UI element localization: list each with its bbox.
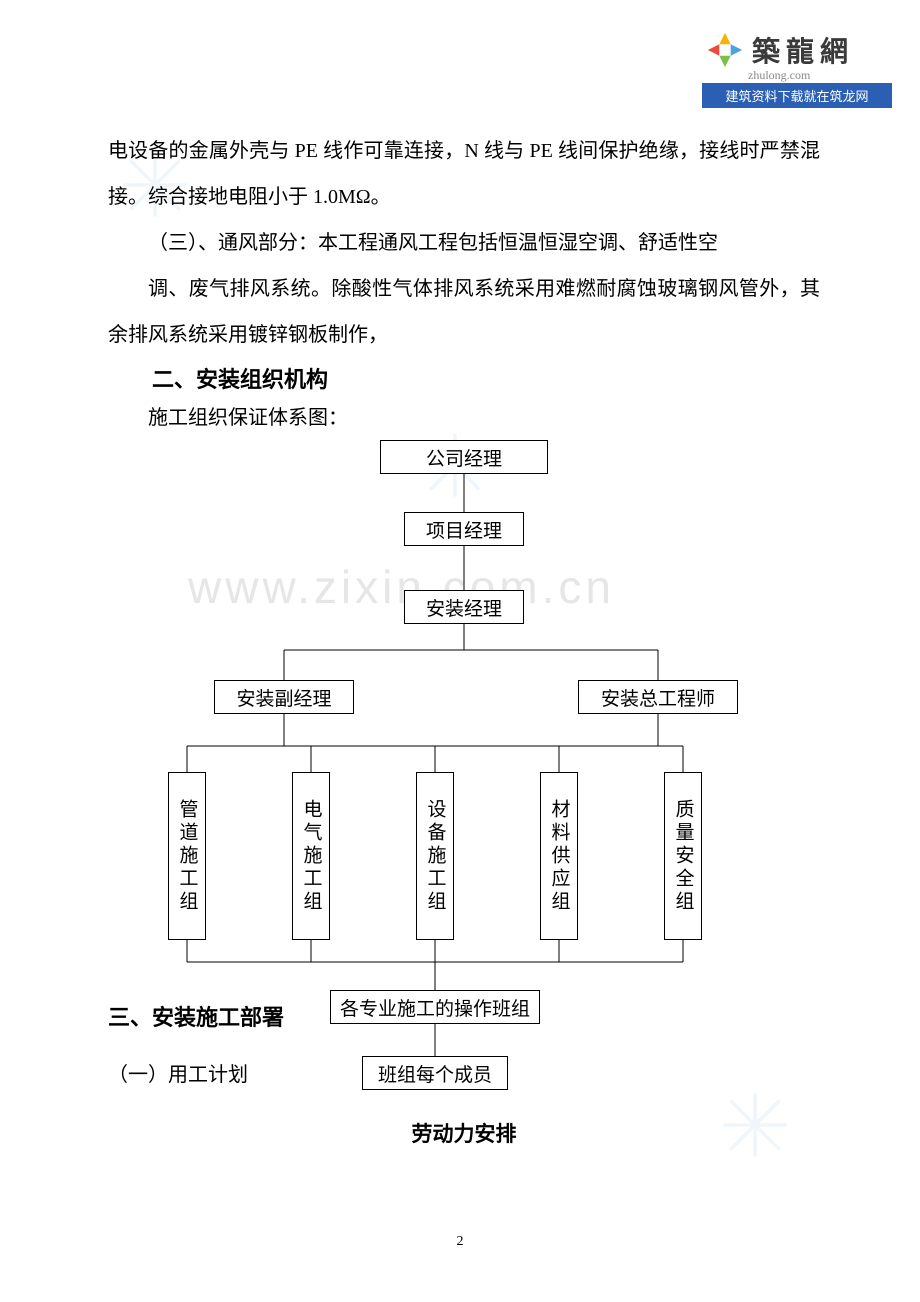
node-equip-team: 设备施工组 [416,772,454,940]
hearticul -2a: 二、安装组织机构 [108,362,820,394]
node-qa-team: 质量安全组 [664,772,702,940]
node-company-manager: 公司经理 [380,440,548,474]
node-material-team: 材料供应组 [540,772,578,940]
node-electric-team: 电气施工组 [292,772,330,940]
logo-cn: 築龍網 [752,30,854,70]
para-3: 调、废气排风系统。除酸性气体排风系统采用难燃耐腐蚀玻璃钢风管外，其余排风系统采用… [108,266,820,358]
heading-3: 三、安装施工部署 [108,1000,284,1032]
subheading-3-1: （一）用工计划 [108,1058,248,1087]
site-logo: 築龍網 zhulong.com 建筑资料下载就在筑龙网 [702,28,892,108]
node-pipe-team: 管道施工组 [168,772,206,940]
page-content: 电设备的金属外壳与 PE 线作可靠连接，N 线与 PE 线间保护绝缘，接线时严禁… [108,128,820,1148]
para-1: 电设备的金属外壳与 PE 线作可靠连接，N 线与 PE 线间保护绝缘，接线时严禁… [108,128,820,220]
logo-top-row: 築龍網 [702,28,892,72]
logo-icon [706,31,744,69]
para-4: 施工组织保证体系图： [108,400,820,436]
node-install-deputy: 安装副经理 [214,680,354,714]
node-operation-teams: 各专业施工的操作班组 [330,990,540,1024]
logo-en: zhulong.com [748,68,892,83]
page-number: 2 [0,1234,920,1250]
org-chart: 公司经理 项目经理 安装经理 安装副经理 安装总工程师 管道施工组 电气施工组 … [108,440,820,1100]
node-install-manager: 安装经理 [404,590,524,624]
node-team-members: 班组每个成员 [362,1056,508,1090]
logo-text-wrap: 築龍網 [752,30,854,70]
para-2: （三）、通风部分：本工程通风工程包括恒温恒湿空调、舒适性空 [108,220,820,266]
node-project-manager: 项目经理 [404,512,524,546]
node-install-chief-eng: 安装总工程师 [578,680,738,714]
heading-labor: 劳动力安排 [108,1118,820,1148]
logo-banner: 建筑资料下载就在筑龙网 [702,83,892,108]
